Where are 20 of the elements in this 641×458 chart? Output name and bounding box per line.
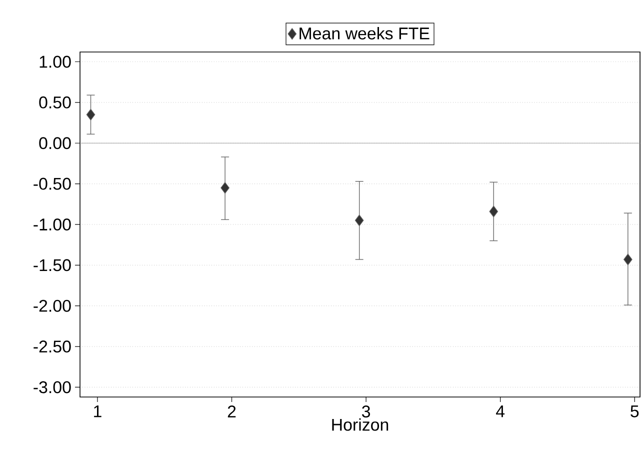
y-tick-label: -1.50	[34, 259, 71, 272]
point	[354, 214, 364, 226]
point	[220, 182, 230, 194]
x-tick-label: 5	[630, 406, 639, 418]
y-tick-label: 0.50	[39, 96, 71, 108]
y-tick-label: -0.50	[34, 178, 71, 190]
y-tick-label: 0.00	[39, 137, 71, 150]
x-tick-label: 1	[94, 406, 102, 418]
y-tick-label: -2.00	[34, 300, 71, 312]
x-tick-label: 2	[228, 406, 236, 418]
point	[489, 206, 498, 218]
legend-label: Mean weeks FTE	[300, 27, 430, 40]
y-tick-label: -2.50	[34, 340, 71, 353]
x-axis-title: Horizon	[332, 418, 388, 431]
x-tick-label: 4	[496, 406, 505, 418]
y-tick-label: 1.00	[40, 56, 71, 68]
point	[86, 108, 96, 120]
y-tick-label: -3.00	[34, 381, 71, 394]
x-tick-label: 3	[362, 406, 370, 418]
y-tick-label: -1.00	[34, 218, 71, 230]
